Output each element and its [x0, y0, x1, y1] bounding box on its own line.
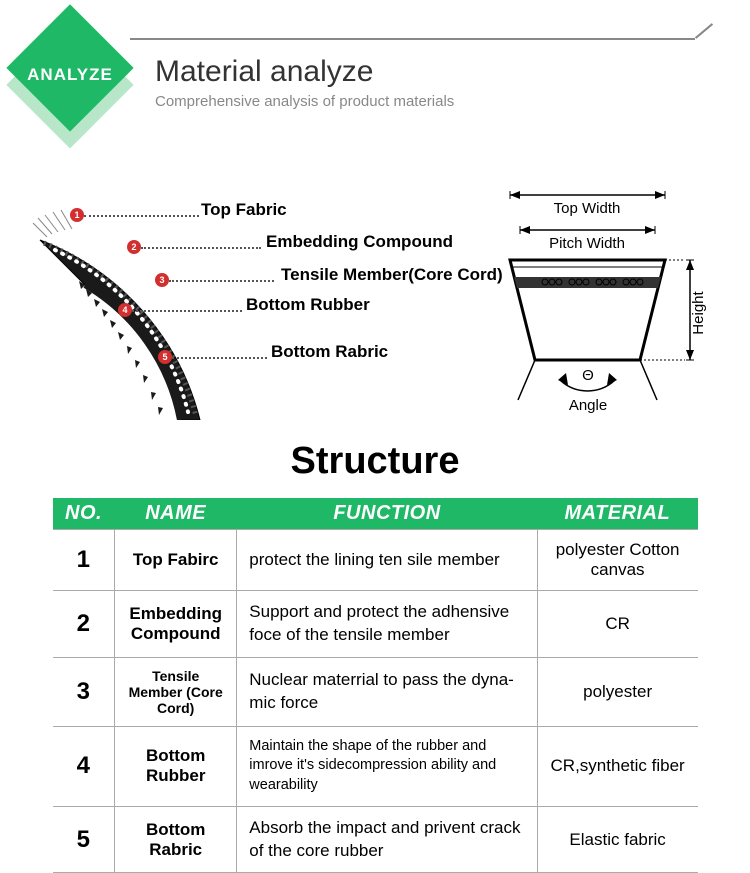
cell-name: Top Fabirc — [115, 530, 237, 591]
cell-no: 2 — [53, 591, 115, 658]
cell-function: protect the lining ten sile member — [237, 530, 537, 591]
cell-function: Maintain the shape of the rubber and imr… — [237, 726, 537, 806]
belt-diagram: 1Top Fabric2Embedding Compound3Tensile M… — [30, 180, 470, 420]
cell-material: Elastic fabric — [537, 806, 697, 873]
diagrams-row: 1 Top Fabric 2 Embedding Compound 3 Tensile M… — [0, 180, 750, 430]
callout-dot: 1 — [70, 208, 84, 222]
cell-material: polyester Cotton canvas — [537, 530, 697, 591]
header-section: ANALYZE Material analyze Comprehensive a… — [0, 0, 750, 150]
callout-label: Tensile Member(Core Cord) — [275, 265, 503, 285]
table-header-func: FUNCTION — [237, 498, 537, 530]
callout-dot: 4 — [118, 303, 132, 317]
cell-name: Tensile Member (Core Cord) — [115, 657, 237, 726]
header-title: Material analyze — [155, 55, 454, 89]
table-header-no: NO. — [53, 498, 115, 530]
angle-label: Angle — [569, 397, 607, 414]
pitch-width-label: Pitch Width — [549, 235, 625, 252]
cell-name: Bottom Rabric — [115, 806, 237, 873]
cell-no: 1 — [53, 530, 115, 591]
cell-function: Absorb the impact and privent crack of t… — [237, 806, 537, 873]
cell-name: Embedding Compound — [115, 591, 237, 658]
callout-dot: 2 — [127, 240, 141, 254]
structure-title: Structure — [0, 440, 750, 483]
callout-dot: 3 — [155, 273, 169, 287]
cell-function: Support and protect the adhensive foce o… — [237, 591, 537, 658]
cell-no: 4 — [53, 726, 115, 806]
header-text: Material analyze Comprehensive analysis … — [155, 55, 454, 110]
cell-material: polyester — [537, 657, 697, 726]
callout-leader — [141, 247, 261, 249]
table-row: 5Bottom RabricAbsorb the impact and priv… — [53, 806, 698, 873]
top-width-label: Top Width — [554, 200, 621, 217]
header-subtitle: Comprehensive analysis of product materi… — [155, 93, 454, 110]
header-rule — [130, 38, 695, 40]
table-header-mat: MATERIAL — [537, 498, 697, 530]
badge-label: ANALYZE — [20, 25, 120, 125]
callout-leader — [132, 310, 242, 312]
callout-dot: 5 — [158, 350, 172, 364]
angle-symbol: Θ — [582, 367, 594, 384]
table-row: 3Tensile Member (Core Cord)Nuclear mater… — [53, 657, 698, 726]
structure-table: NO.NAMEFUNCTIONMATERIAL 1Top Fabircprote… — [53, 498, 698, 873]
cell-material: CR — [537, 591, 697, 658]
cell-no: 5 — [53, 806, 115, 873]
cell-material: CR,synthetic fiber — [537, 726, 697, 806]
cell-function: Nuclear materrial to pass the dyna-mic f… — [237, 657, 537, 726]
cross-section-diagram: Θ Angle Top Width Pitch Width Height — [490, 185, 720, 420]
table-header-name: NAME — [115, 498, 237, 530]
callout-leader — [84, 215, 199, 217]
table-row: 1Top Fabircprotect the lining ten sile m… — [53, 530, 698, 591]
callout-label: Bottom Rabric — [265, 342, 388, 362]
callout-label: Embedding Compound — [260, 232, 453, 252]
cell-name: Bottom Rubber — [115, 726, 237, 806]
cell-no: 3 — [53, 657, 115, 726]
callout-label: Bottom Rubber — [240, 295, 370, 315]
cross-svg: Θ Angle Top Width Pitch Width Height — [490, 185, 720, 415]
callout-leader — [169, 280, 274, 282]
callout-leader — [172, 357, 267, 359]
height-label: Height — [690, 290, 707, 334]
table-row: 2Embedding CompoundSupport and protect t… — [53, 591, 698, 658]
table-row: 4Bottom RubberMaintain the shape of the … — [53, 726, 698, 806]
callout-label: Top Fabric — [195, 200, 287, 220]
